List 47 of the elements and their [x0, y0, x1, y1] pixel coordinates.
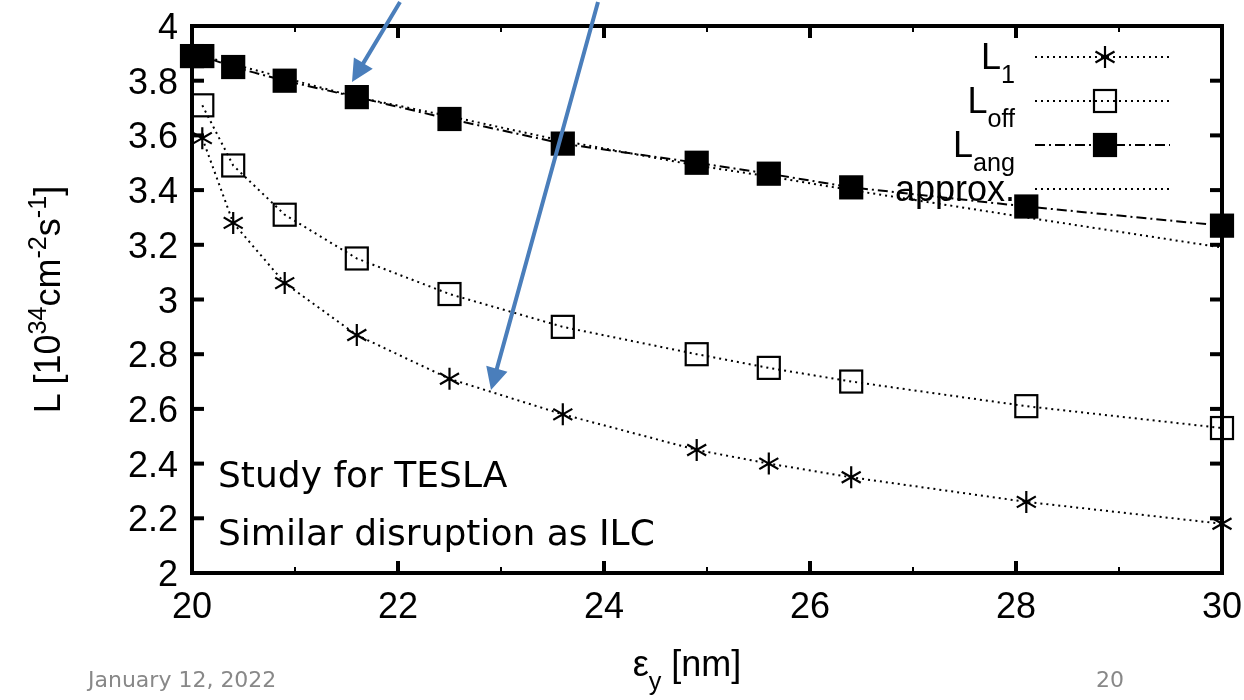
point: [346, 324, 367, 347]
y-tick-label: 2.4: [127, 443, 178, 485]
y-tick-label: 4: [157, 6, 178, 47]
text: January 12, 2022: [86, 667, 277, 692]
y-tick-label: 3: [157, 279, 178, 321]
point: [1014, 394, 1039, 419]
point: [221, 54, 246, 80]
text: 20: [1096, 667, 1124, 692]
point: [686, 438, 707, 461]
point: [552, 403, 573, 426]
point: [272, 68, 297, 93]
point: [684, 150, 709, 175]
x-tick-label: 24: [583, 585, 625, 626]
y-tick-label: 2.2: [127, 498, 178, 540]
point: [272, 202, 297, 227]
annotation: Similar disruption as ILC: [218, 512, 655, 553]
y-tick-label: 3.4: [127, 170, 178, 212]
point: [841, 466, 862, 489]
point: [344, 85, 369, 110]
point: [344, 246, 369, 271]
point: [439, 367, 460, 390]
x-axis-title: ε$_{y}$ [nm]: [632, 643, 742, 695]
x-tick-label: 28: [995, 585, 1037, 626]
point: [684, 342, 709, 367]
y-tick-label: 3.8: [127, 60, 178, 102]
x-tick-label: 26: [789, 585, 831, 626]
point: [223, 211, 244, 234]
y-tick-label: 2.8: [127, 334, 178, 376]
point: [1209, 415, 1235, 441]
point: [221, 153, 246, 178]
y-tick-label: 3.2: [127, 224, 178, 266]
annotation: Study for TESLA: [218, 454, 508, 495]
point: [839, 369, 864, 394]
point: [550, 314, 575, 339]
x-tick-label: 22: [377, 585, 419, 626]
point: [437, 106, 462, 132]
point: [839, 175, 864, 200]
y-tick-label: 3.6: [127, 115, 178, 157]
point: [274, 272, 295, 295]
point: [756, 355, 781, 380]
point: [758, 452, 779, 475]
point: [1014, 194, 1039, 219]
point: [1016, 490, 1037, 513]
point: [756, 161, 781, 186]
point: [437, 281, 462, 307]
x-tick-label: 30: [1201, 585, 1243, 626]
y-tick-label: 2.6: [127, 388, 178, 430]
